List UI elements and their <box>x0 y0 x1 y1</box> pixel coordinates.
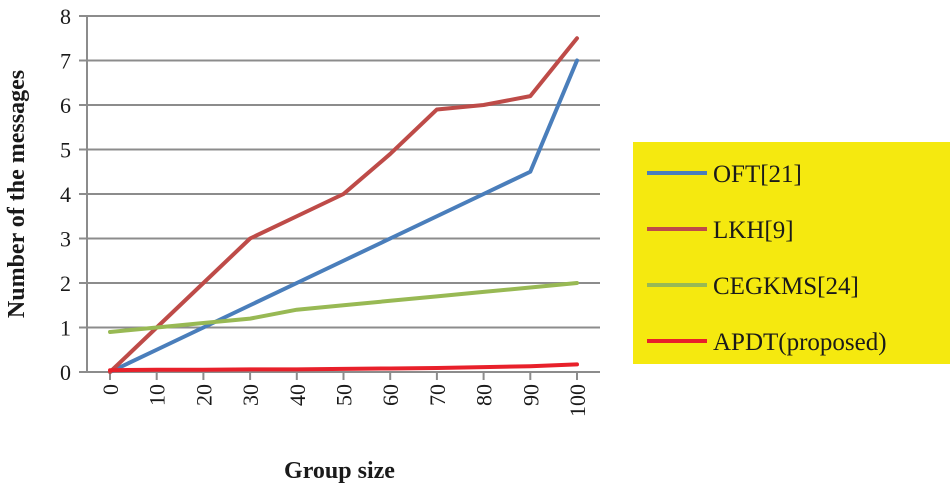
y-tick-label: 7 <box>60 49 71 74</box>
y-tick-label: 2 <box>60 271 71 296</box>
x-tick-label: 30 <box>238 384 263 406</box>
x-tick-label: 70 <box>425 384 450 406</box>
x-tick-label: 60 <box>378 384 403 406</box>
series-line-0 <box>108 58 579 374</box>
y-tick-label: 8 <box>60 4 71 29</box>
y-tick-label: 3 <box>60 227 71 252</box>
legend-box <box>633 142 950 364</box>
y-tick-label: 1 <box>60 316 71 341</box>
x-tick-label: 40 <box>285 384 310 406</box>
series-lines <box>108 36 579 374</box>
series-line-2 <box>108 281 579 334</box>
series-line-3 <box>108 362 579 373</box>
legend-label: LKH[9] <box>713 217 794 244</box>
y-axis-title: Number of the messages <box>4 70 30 318</box>
y-axis-ticks: 0 1 2 3 4 5 6 7 8 <box>60 4 71 385</box>
y-tick-label: 4 <box>60 182 71 207</box>
x-tick-label: 90 <box>518 384 543 406</box>
series-line-1 <box>108 36 579 374</box>
legend-label: CEGKMS[24] <box>713 273 859 300</box>
x-tick-label: 10 <box>145 384 170 406</box>
x-tick-label: 20 <box>191 384 216 406</box>
legend-label: APDT(proposed) <box>713 329 887 356</box>
legend-label: OFT[21] <box>713 161 802 188</box>
x-tick-label: 0 <box>98 384 123 395</box>
x-axis-title: Group size <box>284 458 395 484</box>
x-axis-ticks: 0 10 20 30 40 50 60 70 80 90 100 <box>98 384 590 417</box>
x-tick-label: 80 <box>472 384 497 406</box>
y-tick-label: 6 <box>60 93 71 118</box>
y-tick-label: 5 <box>60 138 71 163</box>
x-tick-label: 100 <box>565 384 590 417</box>
x-tick-label: 50 <box>332 384 357 406</box>
y-tick-label: 0 <box>60 360 71 385</box>
legend: OFT[21] LKH[9] CEGKMS[24] APDT(proposed) <box>633 142 950 364</box>
